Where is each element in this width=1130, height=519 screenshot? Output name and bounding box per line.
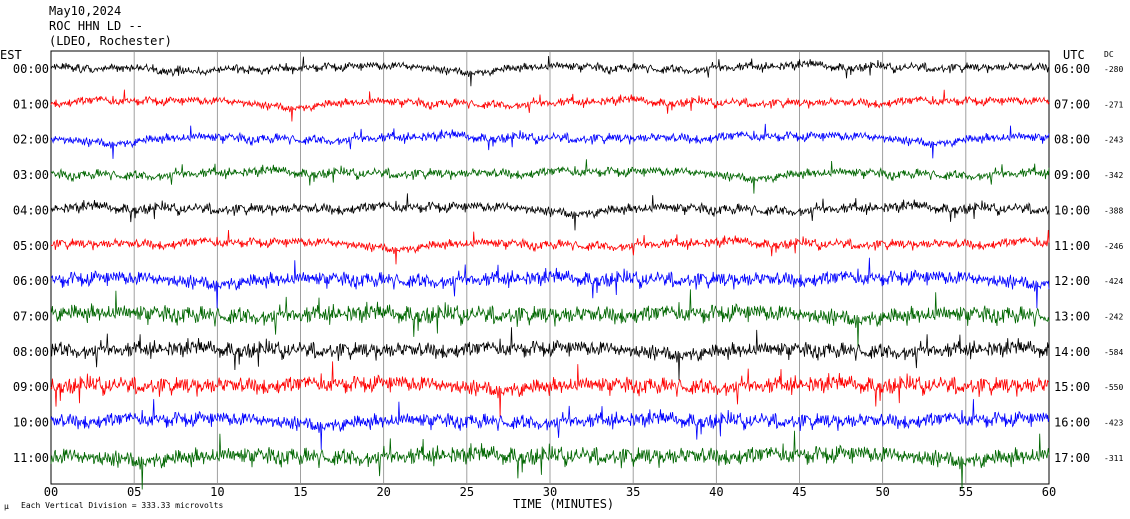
est-label-8: 08:00 [13,345,49,359]
utc-label-5: 11:00 [1054,239,1090,253]
dc-value-0: -280 [1104,65,1123,74]
trace-08-00 [50,327,1050,381]
x-tick-00: 00 [44,485,58,499]
scale-note: Each Vertical Division = 333.33 microvol… [21,501,224,510]
dc-value-3: -342 [1104,171,1123,180]
dc-value-7: -242 [1104,312,1123,321]
network-name: (LDEO, Rochester) [49,34,172,48]
utc-label-4: 10:00 [1054,203,1090,217]
est-label-10: 10:00 [13,416,49,430]
x-tick-40: 40 [709,485,723,499]
trace-11-00 [50,430,1050,490]
utc-label-10: 16:00 [1054,416,1090,430]
utc-label-7: 13:00 [1054,309,1090,323]
x-tick-30: 30 [543,485,557,499]
est-label-0: 00:00 [13,62,49,76]
utc-label-9: 15:00 [1054,380,1090,394]
x-tick-55: 55 [959,485,973,499]
trace-04-00 [50,193,1050,231]
station-code: ROC HHN LD -- [49,19,143,33]
est-label-6: 06:00 [13,274,49,288]
trace-00-00 [50,55,1050,87]
dc-value-2: -243 [1104,136,1123,145]
x-axis-title: TIME (MINUTES) [513,497,615,511]
x-tick-25: 25 [460,485,474,499]
est-label-2: 02:00 [13,133,49,147]
utc-label-1: 07:00 [1054,97,1090,111]
x-tick-15: 15 [293,485,307,499]
utc-label-3: 09:00 [1054,168,1090,182]
dc-value-11: -311 [1104,454,1123,463]
x-tick-45: 45 [792,485,806,499]
utc-label: UTC [1063,48,1085,62]
dc-value-9: -550 [1104,383,1123,392]
dc-value-4: -388 [1104,206,1123,215]
utc-label-2: 08:00 [1054,133,1090,147]
est-label-9: 09:00 [13,380,49,394]
est-label-4: 04:00 [13,203,49,217]
x-tick-05: 05 [127,485,141,499]
utc-label-6: 12:00 [1054,274,1090,288]
est-label-5: 05:00 [13,239,49,253]
trace-02-00 [50,123,1050,159]
trace-07-00 [50,289,1050,348]
trace-03-00 [50,159,1050,194]
est-label-7: 07:00 [13,309,49,323]
microvolt-symbol: μ [4,502,9,511]
dc-value-6: -424 [1104,277,1123,286]
trace-10-00 [50,399,1050,450]
est-label-11: 11:00 [13,451,49,465]
trace-01-00 [50,89,1050,122]
est-label: EST [0,48,22,62]
dc-value-1: -271 [1104,100,1123,109]
trace-09-00 [50,361,1050,418]
x-tick-60: 60 [1042,485,1056,499]
utc-label-0: 06:00 [1054,62,1090,76]
trace-05-00 [50,229,1050,265]
x-tick-10: 10 [210,485,224,499]
plot-date: May10,2024 [49,4,122,18]
dc-value-8: -584 [1104,348,1123,357]
dc-value-10: -423 [1104,419,1123,428]
est-label-3: 03:00 [13,168,49,182]
trace-06-00 [50,257,1050,309]
dc-label: DC [1104,50,1114,59]
utc-label-11: 17:00 [1054,451,1090,465]
utc-label-8: 14:00 [1054,345,1090,359]
x-tick-35: 35 [626,485,640,499]
x-tick-50: 50 [875,485,889,499]
dc-value-5: -246 [1104,242,1123,251]
est-label-1: 01:00 [13,97,49,111]
x-tick-20: 20 [376,485,390,499]
